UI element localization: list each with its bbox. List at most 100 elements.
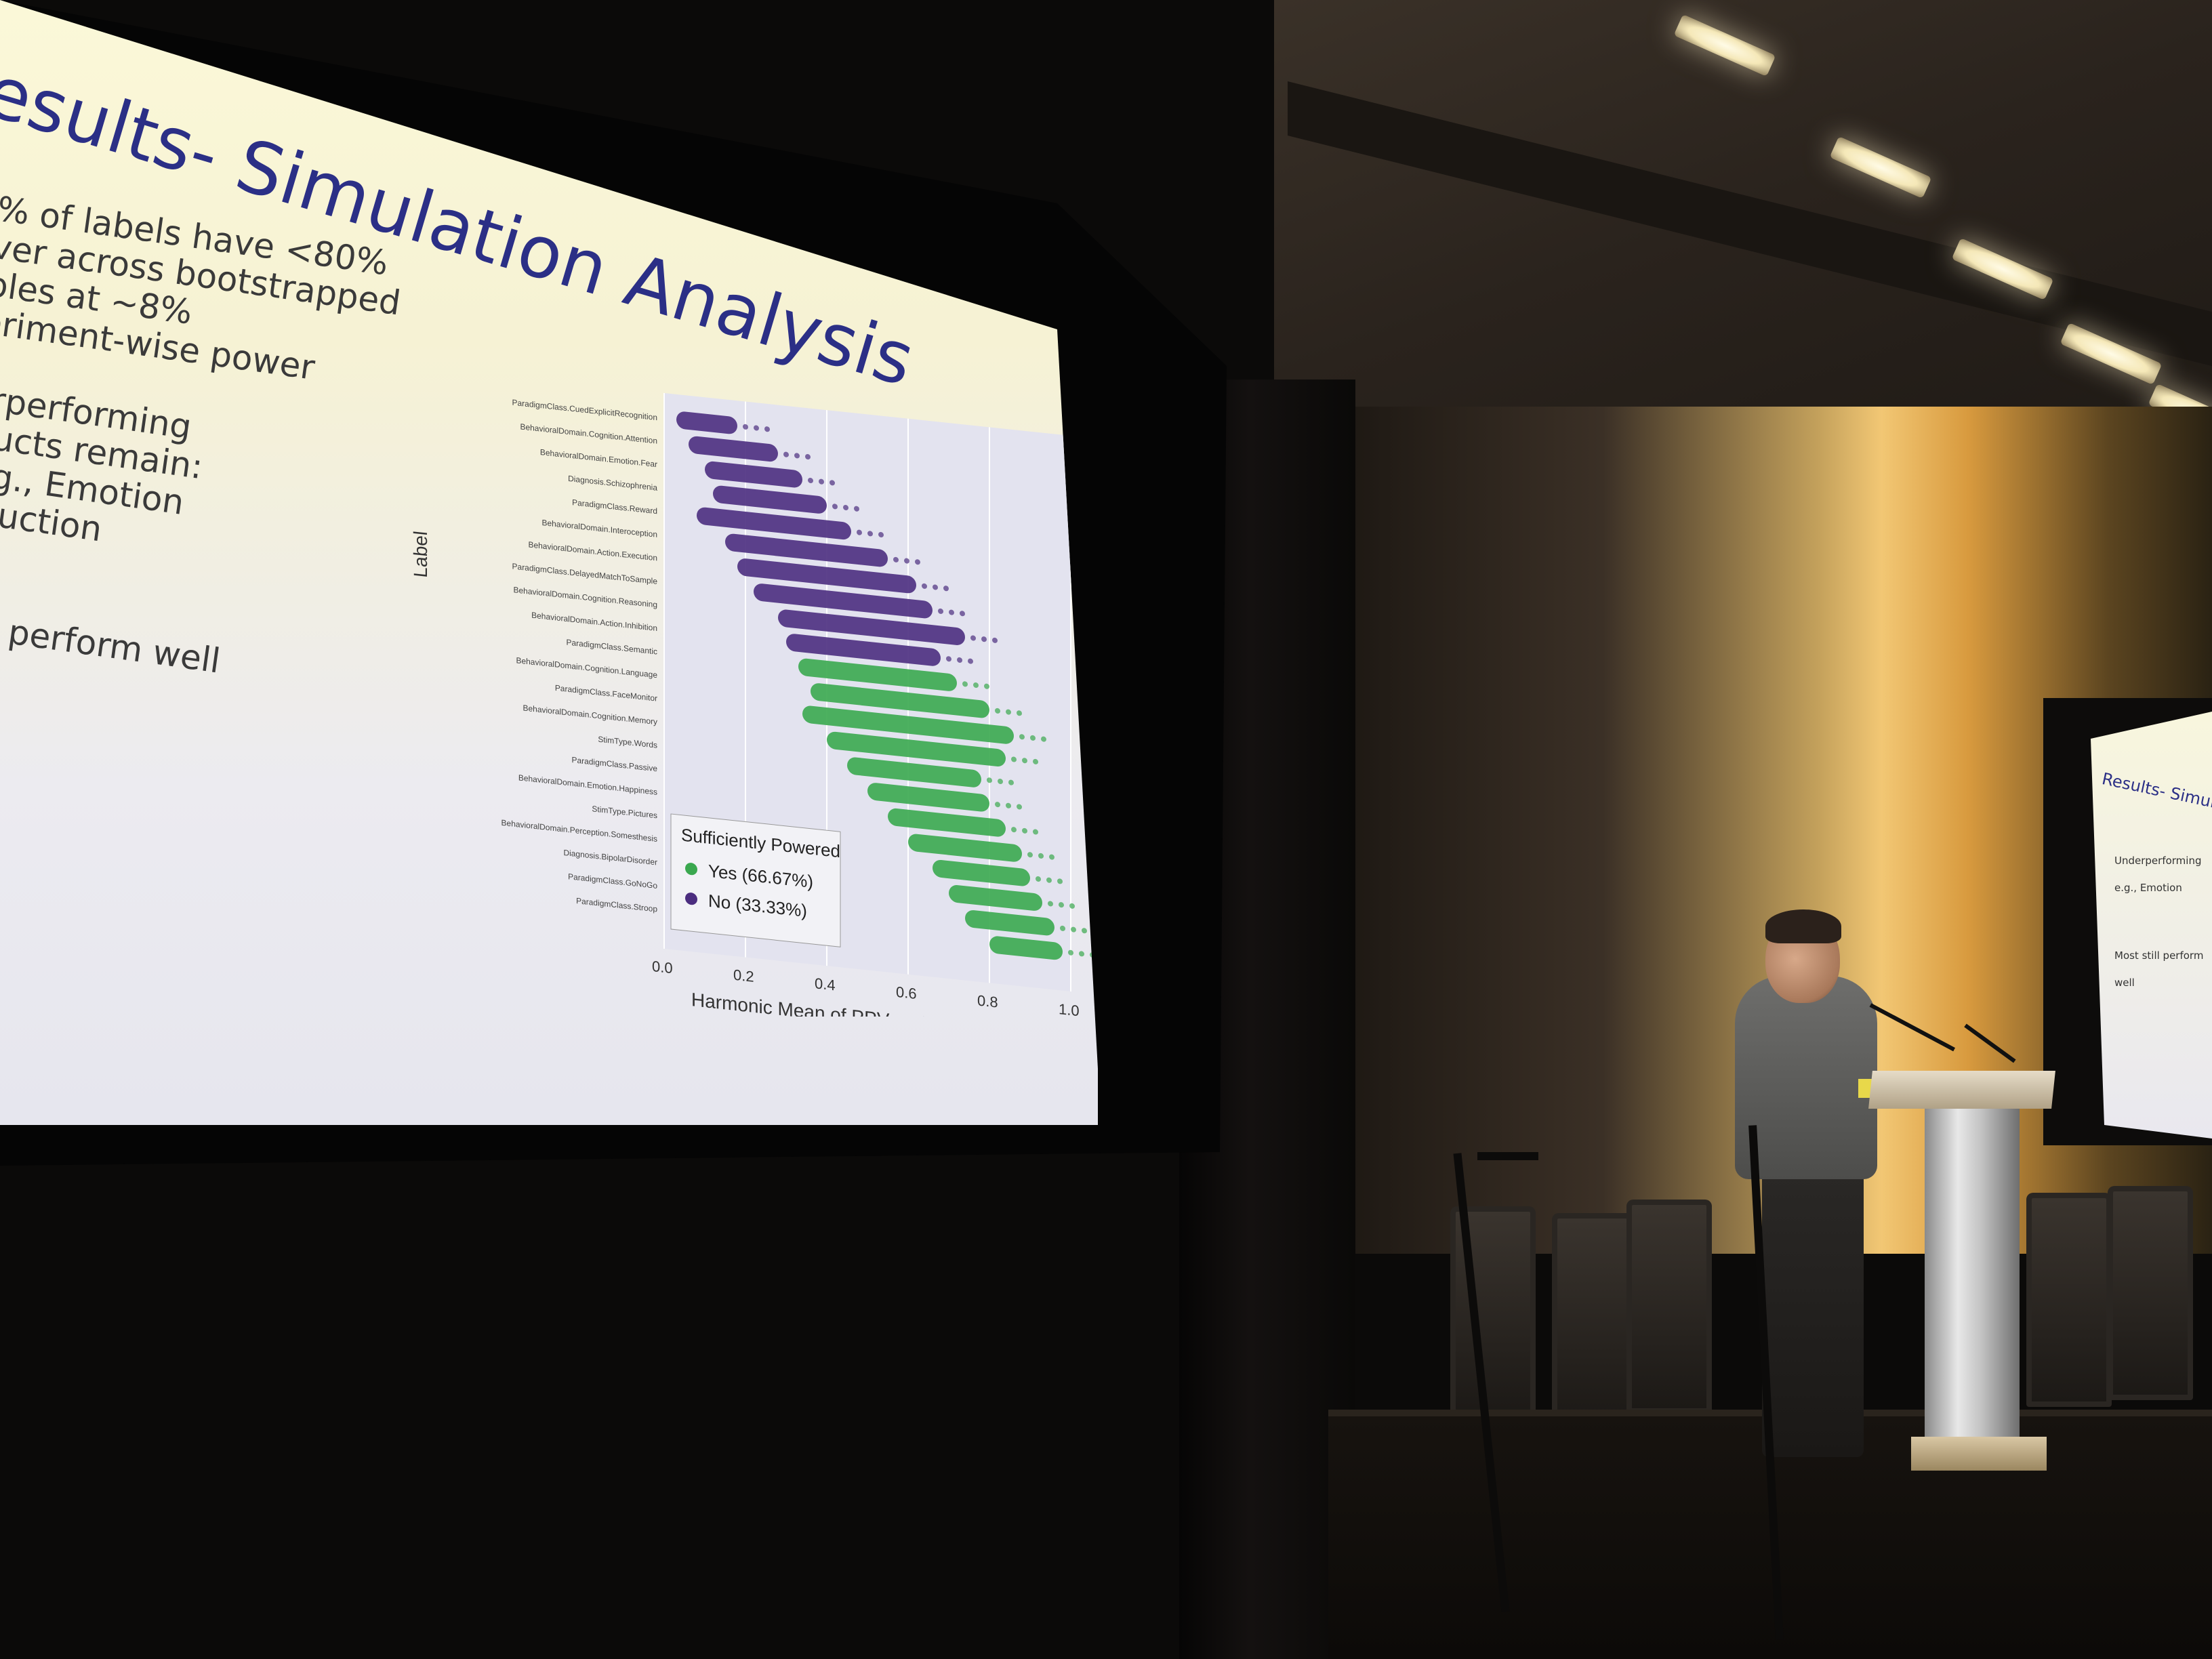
outlier-point — [1017, 710, 1022, 716]
outlier-point — [995, 708, 1000, 714]
outlier-point — [1079, 951, 1084, 957]
outlier-point — [1057, 878, 1063, 884]
y-axis-title: Label — [410, 530, 431, 579]
y-tick-label: Diagnosis.Schizophrenia — [568, 474, 657, 493]
powered-yes-range — [827, 731, 1006, 766]
legend-yes-marker — [685, 863, 697, 876]
outlier-point — [933, 584, 938, 590]
y-tick-label: BehavioralDomain.Emotion.Fear — [540, 447, 657, 469]
outlier-point — [987, 777, 992, 783]
outlier-point — [1049, 854, 1054, 860]
powered-yes-range — [949, 885, 1042, 911]
powered-scatter-chart: ParadigmClass.CuedExplicitRecognitionBeh… — [410, 392, 1095, 1017]
y-tick-label: StimType.Pictures — [592, 804, 657, 820]
outlier-point — [743, 424, 748, 430]
outlier-point — [904, 558, 909, 564]
outlier-point — [1022, 758, 1027, 764]
legend-box — [670, 813, 841, 947]
side-screen-slide — [2091, 712, 2212, 1139]
outlier-point — [1082, 928, 1087, 934]
y-tick-label: ParadigmClass.DelayedMatchToSample — [512, 561, 658, 586]
powered-no-range — [697, 507, 851, 540]
x-tick-label: 0.4 — [815, 975, 836, 994]
outlier-point — [867, 531, 873, 537]
y-tick-label: BehavioralDomain.Interoception — [541, 518, 657, 539]
chair — [1626, 1200, 1712, 1414]
outlier-point — [1038, 853, 1044, 859]
outlier-point — [1022, 827, 1027, 834]
speaker-hair — [1765, 909, 1841, 943]
outlier-point — [1011, 756, 1017, 762]
outlier-point — [1041, 736, 1046, 742]
x-tick-label: 0.8 — [977, 992, 998, 1011]
outlier-point — [808, 477, 813, 484]
podium-top — [1868, 1071, 2055, 1109]
outlier-point — [1059, 902, 1064, 908]
outlier-point — [960, 611, 965, 617]
y-tick-label: BehavioralDomain.Emotion.Happiness — [518, 773, 657, 797]
powered-yes-range — [888, 808, 1006, 837]
outlier-point — [973, 682, 979, 689]
y-tick-label: ParadigmClass.FaceMonitor — [555, 683, 657, 703]
y-tick-label: BehavioralDomain.Cognition.Language — [516, 655, 657, 680]
outlier-point — [1030, 735, 1036, 741]
y-tick-label: BehavioralDomain.Cognition.Reasoning — [514, 585, 657, 609]
powered-yes-range — [798, 658, 957, 691]
y-tick-label: ParadigmClass.GoNoGo — [568, 872, 657, 890]
powered-yes-range — [867, 783, 989, 812]
x-tick-label: 1.0 — [1059, 1000, 1080, 1017]
outlier-point — [819, 478, 824, 485]
outlier-point — [1033, 829, 1038, 835]
powered-no-range — [705, 461, 802, 488]
speaker-legs — [1762, 1172, 1864, 1457]
outlier-point — [1069, 903, 1075, 909]
y-tick-label: ParadigmClass.Stroop — [576, 896, 657, 914]
y-tick-label: Diagnosis.BipolarDisorder — [563, 848, 657, 867]
outlier-point — [1033, 758, 1038, 764]
outlier-point — [938, 608, 943, 614]
y-tick-label: StimType.Words — [598, 735, 657, 750]
outlier-point — [878, 532, 884, 538]
outlier-point — [992, 637, 998, 643]
outlier-point — [1036, 876, 1041, 882]
y-tick-label: ParadigmClass.Passive — [571, 755, 657, 773]
side-slide-bullet: e.g., Emotion — [2114, 882, 2182, 894]
outlier-point — [995, 802, 1000, 808]
powered-yes-range — [802, 705, 1014, 744]
outlier-point — [832, 504, 838, 510]
outlier-point — [1046, 877, 1052, 883]
y-tick-label: BehavioralDomain.Cognition.Attention — [520, 422, 657, 445]
outlier-point — [854, 506, 859, 512]
side-slide-bullet: Most still perform well — [2114, 949, 2204, 989]
outlier-point — [754, 425, 759, 431]
x-tick-label: 0.0 — [652, 958, 673, 977]
y-tick-label: BehavioralDomain.Perception.Somesthesis — [501, 818, 657, 844]
outlier-point — [794, 453, 800, 459]
side-slide-bullet: Underperforming — [2114, 855, 2202, 867]
y-tick-label: BehavioralDomain.Action.Inhibition — [531, 611, 657, 633]
outlier-point — [1068, 949, 1073, 956]
outlier-point — [1060, 925, 1065, 931]
powered-no-range — [713, 485, 827, 514]
y-tick-label: BehavioralDomain.Cognition.Memory — [523, 703, 657, 726]
powered-no-range — [754, 583, 933, 619]
chair — [1552, 1213, 1637, 1427]
podium-column — [1925, 1105, 2020, 1457]
outlier-point — [970, 635, 976, 641]
outlier-point — [962, 681, 968, 687]
outlier-point — [943, 586, 949, 592]
slide-bullets: % of labels have <80% ver across bootstr… — [0, 189, 470, 707]
stair-rail — [1477, 1152, 1538, 1160]
outlier-point — [949, 609, 954, 615]
powered-no-range — [737, 558, 916, 594]
chair — [2026, 1193, 2112, 1407]
outlier-point — [1006, 802, 1011, 808]
powered-no-range — [725, 533, 888, 567]
speaker-body — [1735, 976, 1877, 1179]
x-tick-label: 0.2 — [733, 966, 754, 985]
y-tick-label: ParadigmClass.CuedExplicitRecognition — [512, 398, 657, 423]
outlier-point — [1006, 709, 1011, 715]
outlier-point — [984, 683, 989, 689]
outlier-point — [805, 454, 811, 460]
